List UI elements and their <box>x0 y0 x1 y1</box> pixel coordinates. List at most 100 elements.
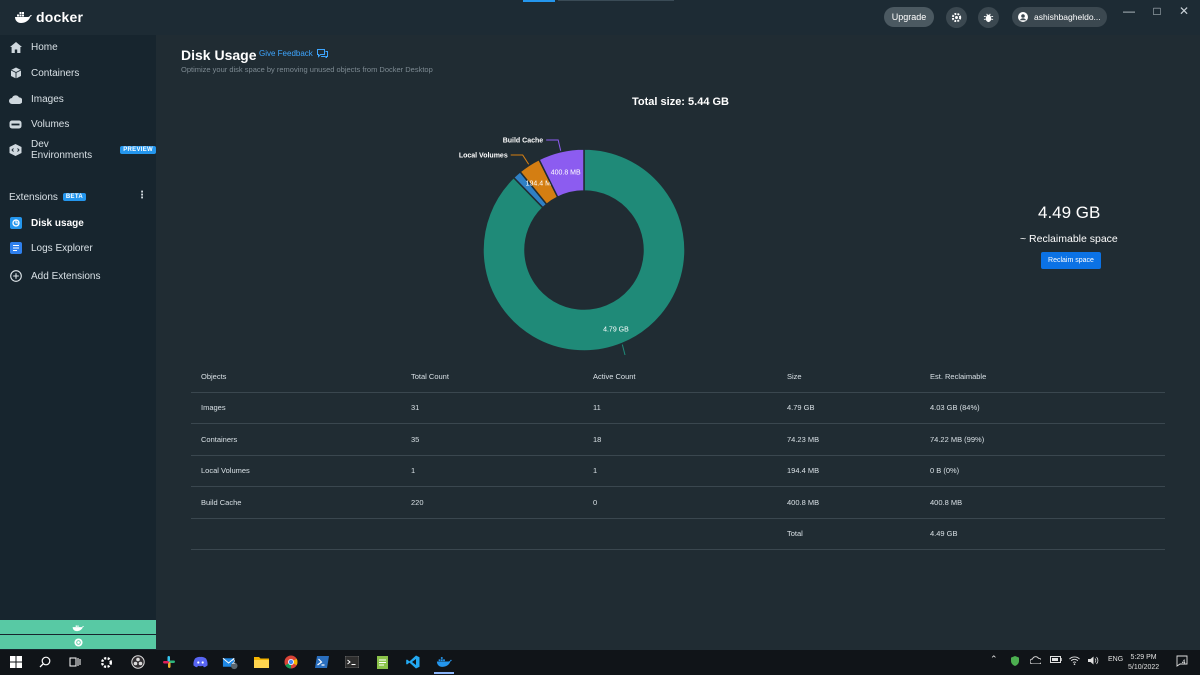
task-view-icon[interactable] <box>67 654 83 670</box>
clock-date: 5/10/2022 <box>1128 664 1160 671</box>
feedback-label: Give Feedback <box>259 49 313 58</box>
tray-overflow-icon[interactable]: ⌃ <box>990 654 998 664</box>
username: ashishbagheldo... <box>1034 12 1101 22</box>
slice-category-label: Build Cache <box>503 137 544 144</box>
sidebar-item-label: Logs Explorer <box>31 242 93 254</box>
table-cell: 1 <box>401 455 583 487</box>
disk-usage-icon <box>9 217 22 230</box>
table-cell: Build Cache <box>191 486 401 519</box>
windows-taskbar: 2 ⌃ ENG 5:29 PM 5/10/2022 4 <box>0 650 1200 675</box>
sidebar-item-label: Images <box>31 93 64 105</box>
dev-env-icon <box>9 144 22 157</box>
page-subtitle: Optimize your disk space by removing unu… <box>181 65 433 74</box>
sidebar-item-label: Home <box>31 41 58 53</box>
table-cell: 74.23 MB <box>777 423 920 456</box>
table-cell: 0 B (0%) <box>920 455 1165 487</box>
kubernetes-status-bar[interactable] <box>0 635 156 649</box>
maximize-button[interactable]: □ <box>1153 4 1161 18</box>
window-tab-indicator <box>523 0 555 2</box>
slice-value-label: 194.4 MB <box>526 180 556 187</box>
app-name: docker <box>36 9 84 25</box>
volume-icon[interactable] <box>1088 656 1099 667</box>
reclaimable-value: 4.49 GB <box>1038 203 1101 222</box>
volume-icon <box>9 118 22 131</box>
wifi-icon[interactable] <box>1069 656 1080 667</box>
add-extensions-button[interactable]: Add Extensions <box>0 265 156 287</box>
sidebar-item-images[interactable]: Images <box>0 88 156 110</box>
table-cell: 35 <box>401 423 583 456</box>
sidebar-item-volumes[interactable]: Volumes <box>0 113 156 135</box>
onedrive-icon[interactable] <box>1029 656 1043 666</box>
battery-icon[interactable] <box>1050 656 1062 665</box>
table-cell: 4.03 GB (84%) <box>920 392 1165 424</box>
table-row: Containers 35 18 74.23 MB 74.22 MB (99%) <box>191 423 1165 456</box>
usage-table: Objects Total Count Active Count Size Es… <box>191 361 1165 550</box>
leader-line <box>546 139 562 151</box>
sidebar-item-home[interactable]: Home <box>0 36 156 58</box>
window-tab-strip <box>558 0 674 1</box>
table-cell: 4.49 GB <box>920 518 1165 550</box>
title-bar: docker Upgrade ashishbagheldo... — □ ✕ <box>0 0 1200 35</box>
sidebar: Home Containers Images Volumes Dev Envir… <box>0 35 156 650</box>
table-header-row: Objects Total Count Active Count Size Es… <box>191 361 1165 393</box>
column-header: Active Count <box>583 361 777 393</box>
search-icon[interactable] <box>37 654 53 670</box>
settings-icon[interactable] <box>98 654 114 670</box>
language-indicator[interactable]: ENG <box>1108 656 1124 663</box>
table-cell: 1 <box>583 455 777 487</box>
kubernetes-icon <box>73 637 83 647</box>
powershell-icon[interactable] <box>314 654 330 670</box>
discord-icon[interactable] <box>192 654 208 670</box>
slice-value-label: 400.8 MB <box>551 170 581 177</box>
donut-slice-images <box>482 148 686 352</box>
settings-button[interactable] <box>946 7 967 28</box>
extensions-more-icon[interactable]: ⋮ <box>137 190 147 201</box>
sidebar-item-logs-explorer[interactable]: Logs Explorer <box>0 237 156 259</box>
table-cell: 194.4 MB <box>777 455 920 487</box>
obs-icon[interactable] <box>130 654 146 670</box>
column-header: Est. Reclaimable <box>920 361 1165 393</box>
chrome-icon[interactable] <box>283 654 299 670</box>
upgrade-button[interactable]: Upgrade <box>884 7 934 27</box>
docker-whale-icon <box>72 625 84 631</box>
column-header: Objects <box>191 361 401 393</box>
windows-start-icon[interactable] <box>8 654 24 670</box>
main-content: Disk Usage Give Feedback Optimize your d… <box>156 35 1200 650</box>
sidebar-item-label: Disk usage <box>31 217 84 229</box>
vscode-icon[interactable] <box>405 654 421 670</box>
bug-icon <box>983 13 994 23</box>
account-menu[interactable]: ashishbagheldo... <box>1012 7 1107 27</box>
clock-time: 5:29 PM <box>1130 654 1157 661</box>
column-header: Total Count <box>401 361 583 393</box>
sidebar-item-dev-environments[interactable]: Dev Environments PREVIEW <box>0 139 156 161</box>
table-cell: Containers <box>191 423 401 456</box>
mail-icon[interactable]: 2 <box>222 654 238 670</box>
reclaim-space-button[interactable]: Reclaim space <box>1041 252 1101 269</box>
sidebar-item-label: Volumes <box>31 118 70 130</box>
engine-status-bar[interactable] <box>0 620 156 634</box>
feedback-icon <box>316 49 328 58</box>
security-icon[interactable] <box>1010 656 1020 668</box>
sidebar-item-containers[interactable]: Containers <box>0 62 156 84</box>
sidebar-item-disk-usage[interactable]: Disk usage <box>0 212 156 234</box>
notepad-icon[interactable] <box>374 654 390 670</box>
preview-badge: PREVIEW <box>120 146 156 154</box>
docker-icon[interactable] <box>434 654 454 674</box>
table-cell: 400.8 MB <box>777 486 920 519</box>
troubleshoot-button[interactable] <box>978 7 999 28</box>
terminal-icon[interactable] <box>344 654 360 670</box>
minimize-button[interactable]: — <box>1123 4 1135 18</box>
close-button[interactable]: ✕ <box>1178 4 1190 18</box>
give-feedback-link[interactable]: Give Feedback <box>259 49 328 58</box>
table-row: Local Volumes 1 1 194.4 MB 0 B (0%) <box>191 455 1165 487</box>
slice-category-label: Local Volumes <box>459 153 508 160</box>
table-cell: 74.22 MB (99%) <box>920 423 1165 456</box>
slack-icon[interactable] <box>161 654 177 670</box>
system-clock[interactable]: 5:29 PM 5/10/2022 <box>1128 653 1159 673</box>
table-cell: 31 <box>401 392 583 424</box>
donut-slice-build-cache <box>538 148 585 199</box>
cloud-icon <box>9 93 22 106</box>
file-explorer-icon[interactable] <box>253 654 269 670</box>
notification-center-icon[interactable]: 4 <box>1176 655 1188 669</box>
